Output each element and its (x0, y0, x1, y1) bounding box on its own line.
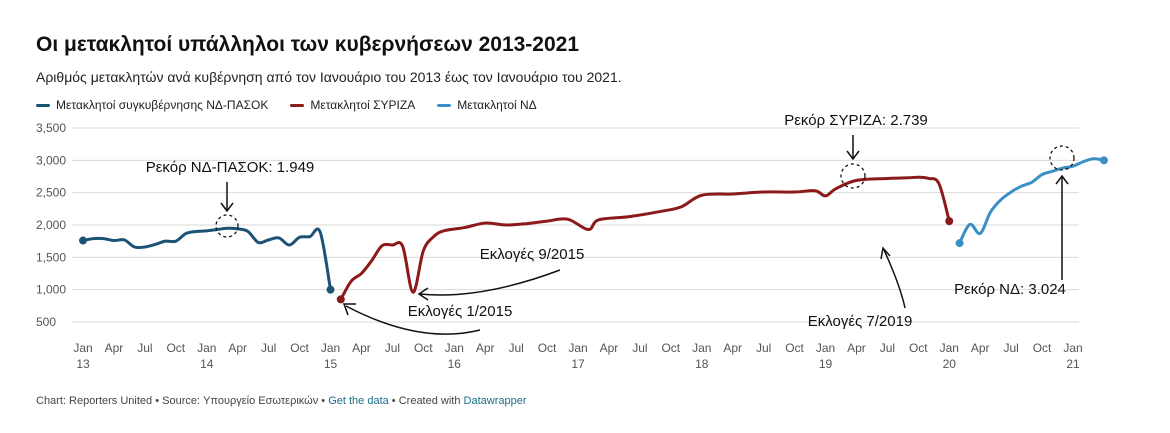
x-tick-label: Jul (880, 341, 895, 355)
annotation-record-nd-pasok: Ρεκόρ ΝΔ-ΠΑΣΟΚ: 1.949 (146, 159, 315, 176)
chart-title: Οι μετακλητοί υπάλληλοι των κυβερνήσεων … (36, 33, 580, 56)
footer-source: Chart: Reporters United • Source: Υπουργ… (36, 395, 329, 407)
x-tick-label: Jan (816, 341, 835, 355)
annotation-record-syriza: Ρεκόρ ΣΥΡΙΖΑ: 2.739 (784, 112, 928, 129)
x-tick-year-label: 16 (448, 357, 462, 371)
datawrapper-link[interactable]: Datawrapper (463, 395, 527, 407)
y-tick-label: 2,000 (36, 218, 66, 232)
x-tick-label: Jul (508, 341, 523, 355)
series-start-point-nd-pasok (79, 236, 87, 245)
x-tick-year-label: 20 (943, 357, 957, 371)
x-tick-label: Oct (661, 341, 680, 355)
x-tick-year-label: 19 (819, 357, 833, 371)
x-tick-year-label: 21 (1066, 357, 1080, 371)
annotation-arrow-elections-7-2019 (883, 249, 906, 309)
y-tick-label: 1,000 (36, 283, 66, 297)
x-tick-label: Jan (445, 341, 464, 355)
series-line-nd-pasok (81, 226, 332, 292)
x-tick-year-label: 13 (76, 357, 90, 371)
annotation-arrow-elections-9-2015 (419, 269, 561, 296)
x-tick-label: Oct (166, 341, 185, 355)
legend-item-syriza: Μετακλητοί ΣΥΡΙΖΑ (290, 98, 415, 112)
series-layer (79, 156, 1108, 304)
annotation-elections-1-2015: Εκλογές 1/2015 (408, 303, 513, 320)
y-tick-label: 3,000 (36, 153, 66, 167)
x-tick-label: Jan (1063, 341, 1082, 355)
legend-swatch-nd (437, 103, 452, 107)
x-tick-label: Jan (940, 341, 959, 355)
x-tick-year-label: 15 (324, 357, 338, 371)
x-tick-label: Apr (600, 341, 619, 355)
legend-label-nd: Μετακλητοί ΝΔ (457, 98, 537, 112)
annotation-arrow-record-syriza-head (846, 150, 860, 161)
annotation-layer: Ρεκόρ ΝΔ-ΠΑΣΟΚ: 1.949 Εκλογές 9/2015 Εκλογ… (146, 112, 1075, 335)
x-tick-label: Jan (321, 341, 340, 355)
annotation-arrow-elections-9-2015-head (417, 287, 429, 301)
x-tick-label: Apr (847, 341, 866, 355)
legend-label-syriza: Μετακλητοί ΣΥΡΙΖΑ (310, 98, 416, 112)
annotation-elections-9-2015: Εκλογές 9/2015 (480, 246, 585, 263)
annotation-arrow-record-nd-pasok-head (220, 202, 234, 213)
annotation-arrow-elections-1-2015 (345, 305, 481, 335)
x-tick-label: Oct (538, 341, 557, 355)
grid-layer: 3,500 3,000 2,500 2,000 1,500 1,000 500 Jan 13 Ap… (36, 121, 1083, 371)
annotation-arrow-elections-1-2015-head (342, 303, 356, 316)
y-tick-label: 1,500 (36, 250, 66, 264)
y-tick-label: 2,500 (36, 186, 66, 200)
series-start-point-nd (955, 239, 964, 248)
legend-swatch-syriza (290, 103, 305, 107)
y-tick-label: 500 (36, 315, 56, 329)
annotation-circle-record-nd (1049, 145, 1075, 171)
x-tick-label: Apr (476, 341, 495, 355)
annotation-arrow-elections-7-2019-head (880, 246, 891, 260)
series-line-syriza (339, 175, 951, 301)
x-tick-label: Jan (197, 341, 216, 355)
x-tick-year-label: 14 (200, 357, 214, 371)
get-data-link[interactable]: Get the data (328, 395, 389, 407)
x-tick-year-label: 17 (571, 357, 585, 371)
legend-item-nd: Μετακλητοί ΝΔ (437, 98, 537, 112)
x-tick-label: Jul (137, 341, 152, 355)
legend-label-nd-pasok: Μετακλητοί συγκυβέρνησης ΝΔ-ΠΑΣΟΚ (56, 98, 269, 112)
annotation-arrow-record-nd-head (1055, 174, 1069, 185)
x-tick-label: Jan (692, 341, 711, 355)
x-tick-label: Oct (1033, 341, 1052, 355)
x-tick-label: Jul (1003, 341, 1018, 355)
x-tick-label: Oct (785, 341, 804, 355)
x-tick-label: Jul (261, 341, 276, 355)
series-end-point-nd-pasok (326, 285, 335, 294)
x-tick-label: Jan (568, 341, 587, 355)
annotation-circle-record-nd-pasok (215, 214, 239, 238)
legend-swatch-nd-pasok (36, 103, 50, 107)
x-tick-label: Apr (971, 341, 990, 355)
legend: Μετακλητοί συγκυβέρνησης ΝΔ-ΠΑΣΟΚ Μετακλ… (36, 98, 537, 112)
series-line-nd (958, 157, 1106, 245)
chart-subtitle: Αριθμός μετακλητών ανά κυβέρνηση από τον… (36, 69, 622, 85)
x-tick-label: Oct (909, 341, 928, 355)
x-tick-label: Jan (73, 341, 92, 355)
annotation-elections-7-2019: Εκλογές 7/2019 (808, 313, 913, 330)
series-start-point-syriza (336, 295, 345, 304)
x-tick-label: Jul (385, 341, 400, 355)
y-tick-label: 3,500 (36, 121, 66, 135)
chart-footer: Chart: Reporters United • Source: Υπουργ… (36, 395, 527, 407)
x-tick-label: Oct (290, 341, 309, 355)
footer-created: • Created with (388, 395, 464, 407)
x-tick-year-label: 18 (695, 357, 709, 371)
x-tick-label: Oct (414, 341, 433, 355)
annotation-circle-record-syriza (840, 163, 866, 189)
x-tick-label: Apr (723, 341, 742, 355)
x-tick-label: Apr (105, 341, 124, 355)
series-end-point-syriza (945, 217, 954, 226)
series-end-point-nd (1099, 156, 1108, 165)
x-tick-label: Apr (352, 341, 371, 355)
x-tick-label: Apr (228, 341, 247, 355)
legend-item-nd-pasok: Μετακλητοί συγκυβέρνησης ΝΔ-ΠΑΣΟΚ (36, 98, 268, 112)
x-tick-label: Jul (756, 341, 771, 355)
x-tick-label: Jul (632, 341, 647, 355)
annotation-record-nd: Ρεκόρ ΝΔ: 3.024 (954, 281, 1066, 298)
